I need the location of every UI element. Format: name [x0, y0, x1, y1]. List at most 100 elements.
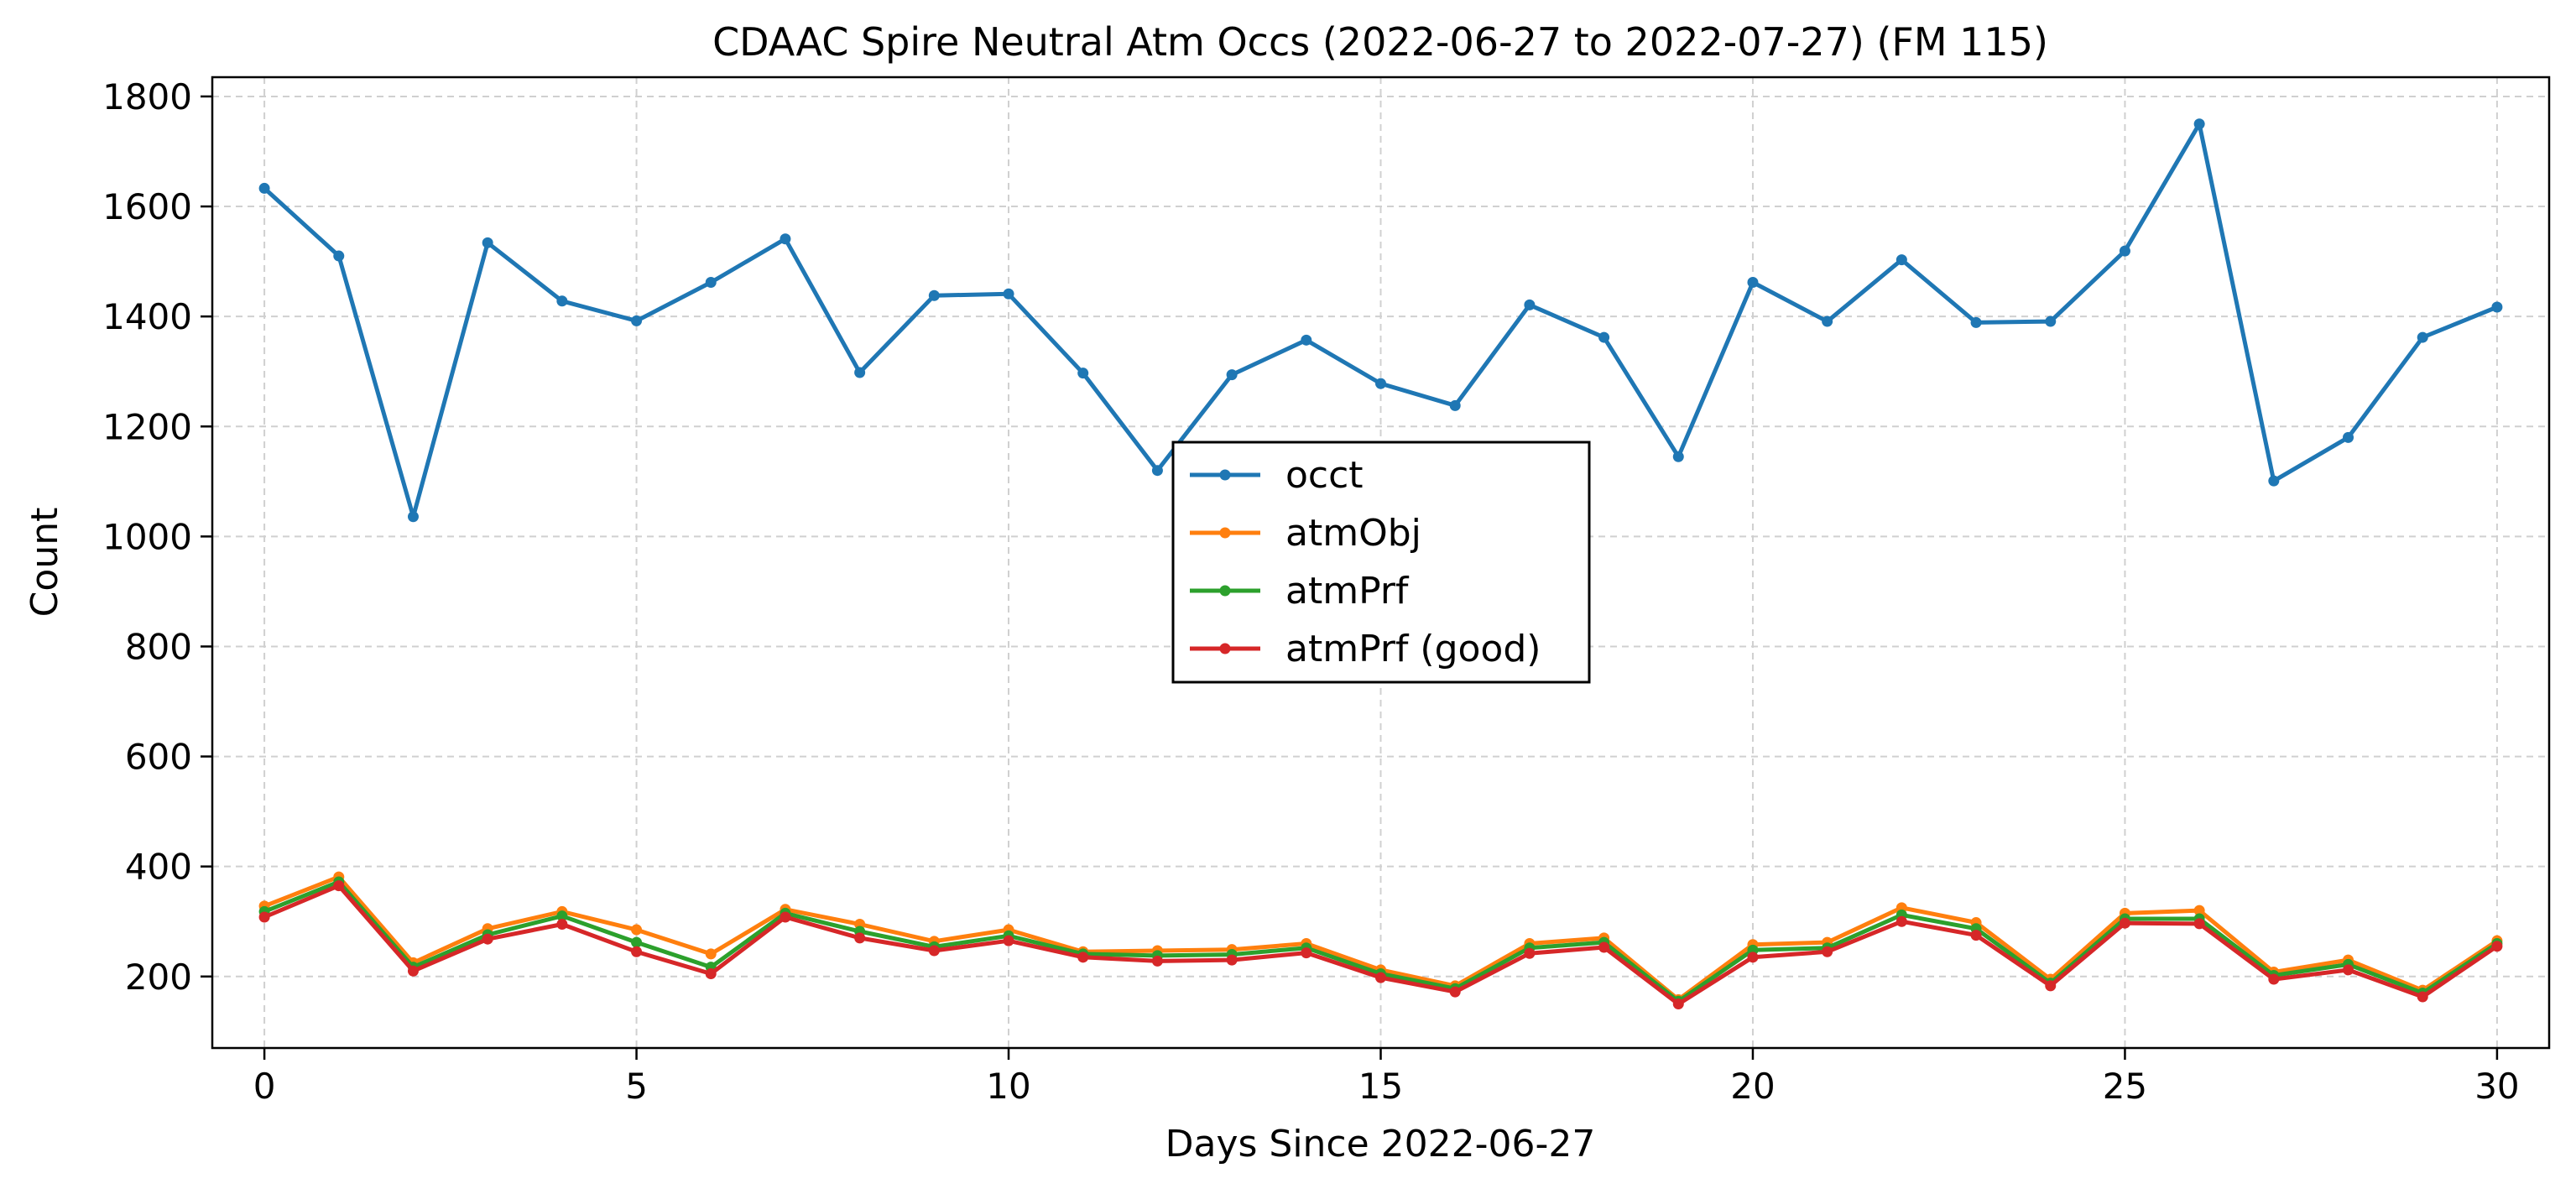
data-point: [1003, 288, 1014, 300]
data-point: [928, 289, 940, 301]
legend-swatch-marker: [1219, 469, 1231, 481]
chart-title: CDAAC Spire Neutral Atm Occs (2022-06-27…: [712, 19, 2048, 65]
data-point: [1895, 915, 1907, 927]
data-point: [258, 182, 270, 194]
y-tick-label: 1000: [102, 516, 192, 557]
legend-label: atmObj: [1285, 512, 1421, 555]
y-tick-label: 1400: [102, 296, 192, 337]
data-point: [1822, 315, 1833, 327]
data-point: [2268, 475, 2280, 487]
data-point: [2417, 331, 2428, 343]
y-tick-label: 1800: [102, 76, 192, 117]
data-point: [407, 965, 419, 977]
data-point: [482, 237, 493, 248]
data-point: [631, 924, 643, 936]
data-point: [1895, 254, 1907, 266]
data-point: [2343, 431, 2354, 443]
data-point: [1970, 930, 1982, 941]
legend-label: atmPrf (good): [1285, 628, 1541, 670]
data-point: [2491, 301, 2503, 313]
x-tick-label: 0: [253, 1066, 276, 1107]
data-point: [1003, 935, 1014, 946]
series-0: [258, 118, 2503, 523]
data-point: [333, 250, 345, 262]
data-point: [1077, 368, 1089, 379]
data-point: [1672, 451, 1684, 462]
data-point: [2193, 905, 2205, 916]
y-tick-label: 800: [125, 626, 192, 667]
x-tick-label: 30: [2474, 1066, 2519, 1107]
y-tick-label: 400: [125, 847, 192, 888]
data-point: [407, 511, 419, 523]
data-point: [631, 946, 643, 957]
data-point: [1747, 952, 1759, 963]
y-axis-title: Count: [23, 508, 66, 618]
data-point: [928, 945, 940, 957]
data-point: [1301, 334, 1312, 346]
data-point: [1449, 399, 1461, 411]
data-point: [556, 910, 568, 922]
legend-swatch-marker: [1219, 527, 1231, 539]
data-point: [2417, 991, 2428, 1003]
data-point: [2268, 973, 2280, 985]
data-point: [556, 919, 568, 931]
data-point: [1822, 946, 1833, 957]
data-point: [1301, 947, 1312, 959]
data-point: [1375, 378, 1386, 389]
data-point: [2491, 941, 2503, 952]
data-point: [1524, 299, 1536, 310]
data-point: [1598, 941, 1610, 953]
data-point: [1226, 369, 1238, 381]
y-axis: 200 400 600 800 1000 1200 1400 1600 1800: [102, 76, 212, 998]
x-tick-label: 5: [625, 1066, 648, 1107]
data-point: [631, 315, 643, 326]
legend-box: [1171, 441, 1591, 684]
data-point: [1151, 465, 1163, 477]
legend: occt atmObj atmPrf atmPrf (good): [1171, 441, 1591, 684]
data-point: [1375, 972, 1386, 983]
data-point: [258, 911, 270, 923]
data-point: [631, 936, 643, 948]
data-point: [2193, 118, 2205, 130]
data-point: [1077, 952, 1089, 963]
x-tick-label: 15: [1358, 1066, 1403, 1107]
data-point: [2119, 245, 2130, 257]
y-tick-label: 1200: [102, 406, 192, 447]
x-axis: 0 5 10 15 20 25 30: [253, 1048, 2520, 1107]
data-point: [854, 367, 866, 378]
data-point: [854, 932, 866, 944]
data-point: [2045, 315, 2057, 327]
data-point: [780, 911, 791, 923]
data-point: [482, 933, 493, 945]
legend-swatch-marker: [1219, 643, 1231, 654]
x-tick-label: 20: [1730, 1066, 1775, 1107]
y-tick-label: 600: [125, 737, 192, 778]
data-point: [2343, 964, 2354, 976]
legend-label: occt: [1285, 454, 1364, 497]
data-point: [1151, 955, 1163, 967]
data-point: [1970, 316, 1982, 328]
data-point: [705, 948, 717, 960]
data-point: [1747, 277, 1759, 289]
data-point: [2193, 918, 2205, 930]
data-point: [780, 233, 791, 245]
data-point: [705, 277, 717, 289]
x-axis-title: Days Since 2022-06-27: [1165, 1123, 1596, 1165]
y-tick-label: 200: [125, 957, 192, 998]
data-point: [333, 880, 345, 892]
data-point: [2045, 980, 2057, 992]
data-point: [1598, 331, 1610, 343]
legend-swatch-marker: [1219, 585, 1231, 597]
series-layer: [258, 118, 2503, 1010]
x-tick-label: 25: [2103, 1066, 2147, 1107]
data-point: [2119, 917, 2130, 929]
legend-label: atmPrf: [1285, 570, 1410, 613]
y-tick-label: 1600: [102, 186, 192, 227]
data-point: [1449, 986, 1461, 998]
series-3: [258, 880, 2503, 1010]
data-point: [1524, 947, 1536, 959]
data-point: [1226, 954, 1238, 966]
x-tick-label: 10: [986, 1066, 1030, 1107]
